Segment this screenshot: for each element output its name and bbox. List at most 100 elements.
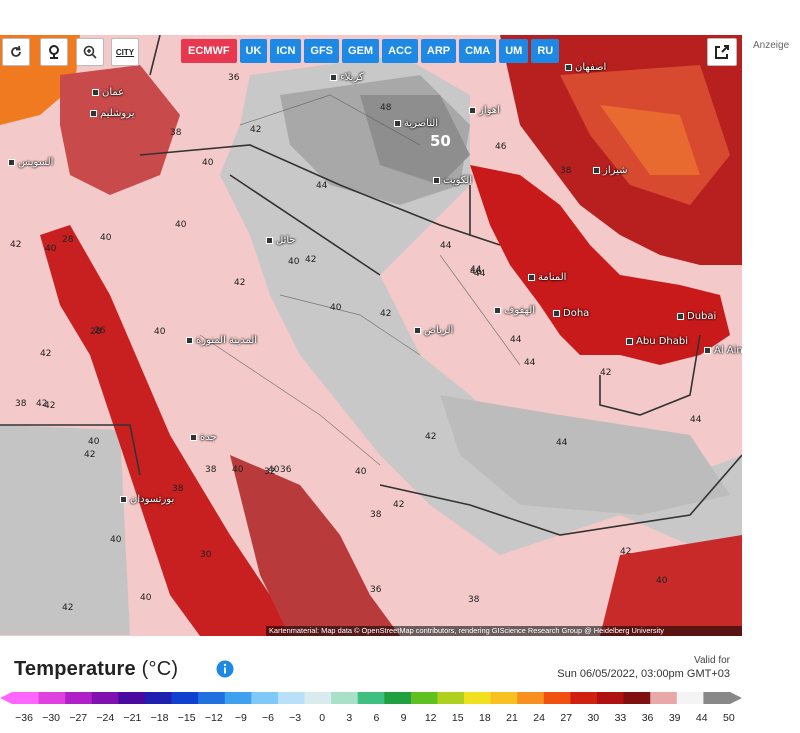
colorbar-segment [357, 692, 385, 704]
temperature-value: 28 [62, 235, 74, 245]
city-label: كربلاء [330, 72, 364, 83]
temperature-value: 38 [15, 399, 27, 409]
city-name: حائل [276, 235, 296, 246]
temperature-value: 42 [10, 240, 22, 250]
city-marker-icon [704, 346, 711, 354]
model-button-gfs[interactable]: GFS [304, 39, 340, 63]
temperature-value: 42 [62, 603, 74, 613]
colorbar-min-arrow [0, 692, 12, 704]
colorbar-segment [676, 692, 704, 704]
city-label: Dubai [677, 311, 716, 322]
colorbar-segment [118, 692, 146, 704]
colorbar-tick-label: −9 [234, 712, 247, 724]
colorbar-tick-label: 44 [695, 712, 708, 724]
city-label: الرياض [414, 325, 453, 336]
city-marker-icon [120, 495, 127, 503]
model-button-um[interactable]: UM [499, 39, 529, 63]
colorbar-tick-label: 33 [614, 712, 627, 724]
temperature-value: 38 [170, 128, 182, 138]
temperature-value: 36 [228, 73, 240, 83]
zoom-button[interactable] [76, 38, 104, 66]
colorbar-tick-label: −21 [123, 712, 142, 724]
temperature-value: 42 [40, 349, 52, 359]
colorbar-segment [384, 692, 412, 704]
city-name: السويس [18, 157, 54, 168]
model-button-ru[interactable]: RU [531, 39, 560, 63]
city-labels-toggle[interactable]: CITY [111, 38, 139, 66]
city-name: Abu Dhabi [636, 336, 688, 347]
legend-unit: (°C) [141, 658, 179, 680]
model-button-gem[interactable]: GEM [342, 39, 380, 63]
model-button-icn[interactable]: ICN [270, 39, 302, 63]
temperature-value: 42 [425, 432, 437, 442]
model-selector: ECMWF UK ICN GFS GEM ACC ARP CMA UM RU [181, 39, 560, 63]
city-marker-icon [330, 73, 337, 81]
valid-date: Sun 06/05/2022, 03:00pm GMT+03 [557, 668, 730, 680]
temperature-value: 48 [380, 103, 392, 113]
temperature-value: 28 [90, 327, 102, 337]
city-name: كربلاء [340, 72, 364, 83]
temperature-value: 32 [264, 467, 276, 477]
temperature-value: 42 [305, 255, 317, 265]
city-label: الكويت [433, 175, 472, 186]
temperature-value: 38 [205, 465, 217, 475]
city-marker-icon [90, 109, 97, 117]
colorbar-tick-label: 9 [400, 712, 407, 724]
model-button-cma[interactable]: CMA [459, 39, 497, 63]
city-label: يروشليم [90, 108, 135, 119]
colorbar-segment [437, 692, 465, 704]
city-marker-icon [190, 433, 197, 441]
colorbar-tick-label: −15 [177, 712, 196, 724]
temperature-value: 40 [110, 535, 122, 545]
colorbar-tick-label: −36 [15, 712, 33, 724]
city-name: بورتسودان [130, 494, 175, 505]
temperature-value: 40 [656, 576, 668, 586]
city-label: السويس [8, 157, 53, 168]
weather-map[interactable]: عمان يروشليم السويس كربلاء الناصرية اهواز الكو… [0, 35, 742, 636]
city-marker-icon [677, 312, 684, 320]
model-button-arp[interactable]: ARP [420, 39, 457, 63]
city-name: الرياض [424, 325, 454, 336]
temperature-value: 44 [524, 358, 536, 368]
temperature-map-graphic [0, 35, 742, 636]
refresh-icon [11, 45, 21, 57]
city-marker-icon [92, 88, 99, 96]
temperature-value: 36 [370, 585, 382, 595]
city-marker-icon [394, 119, 401, 127]
city-marker-icon [414, 326, 421, 334]
info-icon[interactable] [216, 660, 234, 678]
temperature-value: 40 [154, 327, 166, 337]
colorbar-tick-label: −12 [204, 712, 223, 724]
city-name: عمان [102, 87, 125, 98]
city-label: اصفهان [565, 62, 606, 73]
valid-for-label: Valid for [694, 655, 730, 666]
colorbar-segment [650, 692, 678, 704]
colorbar-segment [543, 692, 571, 704]
city-marker-icon [494, 306, 501, 314]
legend-title: Temperature (°C) [14, 658, 178, 681]
zoom-in-icon [83, 45, 97, 59]
location-button[interactable] [40, 38, 68, 66]
colorbar-tick-label: 50 [723, 712, 735, 724]
share-button[interactable] [707, 38, 737, 66]
city-name: Dubai [687, 311, 717, 322]
colorbar-tick-label: −24 [96, 712, 115, 724]
temperature-value: 44 [690, 415, 702, 425]
temperature-value: 38 [560, 166, 572, 176]
colorbar-segment [65, 692, 93, 704]
refresh-button[interactable] [2, 38, 30, 66]
city-label: عمان [92, 87, 124, 98]
city-label: بورتسودان [120, 494, 174, 505]
city-marker-icon [626, 337, 633, 345]
temperature-value: 40 [288, 257, 300, 267]
model-button-ecmwf[interactable]: ECMWF [181, 39, 237, 63]
model-button-uk[interactable]: UK [239, 39, 268, 63]
model-button-acc[interactable]: ACC [382, 39, 418, 63]
colorbar-max-arrow [730, 692, 742, 704]
city-name: يروشليم [100, 108, 135, 119]
city-label: اهواز [469, 105, 500, 116]
city-marker-icon [186, 336, 193, 344]
colorbar-segment [517, 692, 545, 704]
temperature-value: 40 [202, 158, 214, 168]
city-label: حائل [266, 235, 296, 246]
